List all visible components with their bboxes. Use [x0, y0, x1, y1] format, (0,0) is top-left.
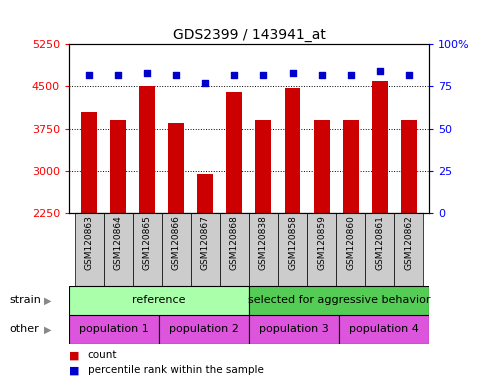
Text: GSM120863: GSM120863 [85, 215, 94, 270]
Text: count: count [88, 350, 117, 360]
Bar [249, 213, 278, 286]
Bar [191, 213, 220, 286]
Title: GDS2399 / 143941_at: GDS2399 / 143941_at [173, 28, 325, 42]
Bar [372, 81, 387, 340]
Text: GSM120862: GSM120862 [404, 215, 413, 270]
Bar [140, 86, 155, 340]
Bar [226, 92, 243, 340]
Text: GSM120868: GSM120868 [230, 215, 239, 270]
Point [202, 80, 210, 86]
Text: GSM120864: GSM120864 [114, 215, 123, 270]
Bar [69, 315, 159, 344]
Text: other: other [10, 324, 39, 334]
Text: population 3: population 3 [259, 324, 329, 334]
Bar [220, 213, 249, 286]
Bar [255, 120, 272, 340]
Bar [69, 286, 249, 315]
Point [347, 71, 354, 78]
Bar [249, 286, 429, 315]
Bar [133, 213, 162, 286]
Text: reference: reference [132, 295, 186, 306]
Bar [104, 213, 133, 286]
Text: GSM120866: GSM120866 [172, 215, 181, 270]
Bar [307, 213, 336, 286]
Text: GSM120860: GSM120860 [346, 215, 355, 270]
Bar [336, 213, 365, 286]
Point [231, 71, 239, 78]
Text: selected for aggressive behavior: selected for aggressive behavior [247, 295, 430, 306]
Point [259, 71, 267, 78]
Point [114, 71, 122, 78]
Text: percentile rank within the sample: percentile rank within the sample [88, 366, 264, 376]
Text: ▶: ▶ [44, 295, 52, 306]
Bar [159, 315, 249, 344]
Text: population 1: population 1 [79, 324, 149, 334]
Text: population 4: population 4 [349, 324, 419, 334]
Bar [339, 315, 429, 344]
Point [173, 71, 180, 78]
Bar [284, 88, 300, 340]
Bar [314, 120, 329, 340]
Bar [365, 213, 394, 286]
Bar [169, 123, 184, 340]
Text: GSM120859: GSM120859 [317, 215, 326, 270]
Bar [198, 174, 213, 340]
Point [405, 71, 413, 78]
Bar [162, 213, 191, 286]
Bar [75, 213, 104, 286]
Point [85, 71, 93, 78]
Bar [278, 213, 307, 286]
Bar [394, 213, 423, 286]
Text: population 2: population 2 [169, 324, 239, 334]
Text: strain: strain [10, 295, 42, 306]
Text: ■: ■ [69, 350, 79, 360]
Bar [81, 112, 97, 340]
Text: GSM120838: GSM120838 [259, 215, 268, 270]
Bar [343, 120, 358, 340]
Point [376, 68, 384, 74]
Text: GSM120867: GSM120867 [201, 215, 210, 270]
Bar [110, 120, 126, 340]
Point [317, 71, 325, 78]
Text: GSM120865: GSM120865 [143, 215, 152, 270]
Point [143, 70, 151, 76]
Bar [249, 315, 339, 344]
Text: GSM120858: GSM120858 [288, 215, 297, 270]
Text: ■: ■ [69, 366, 79, 376]
Bar [401, 120, 417, 340]
Point [288, 70, 296, 76]
Text: GSM120861: GSM120861 [375, 215, 384, 270]
Text: ▶: ▶ [44, 324, 52, 334]
